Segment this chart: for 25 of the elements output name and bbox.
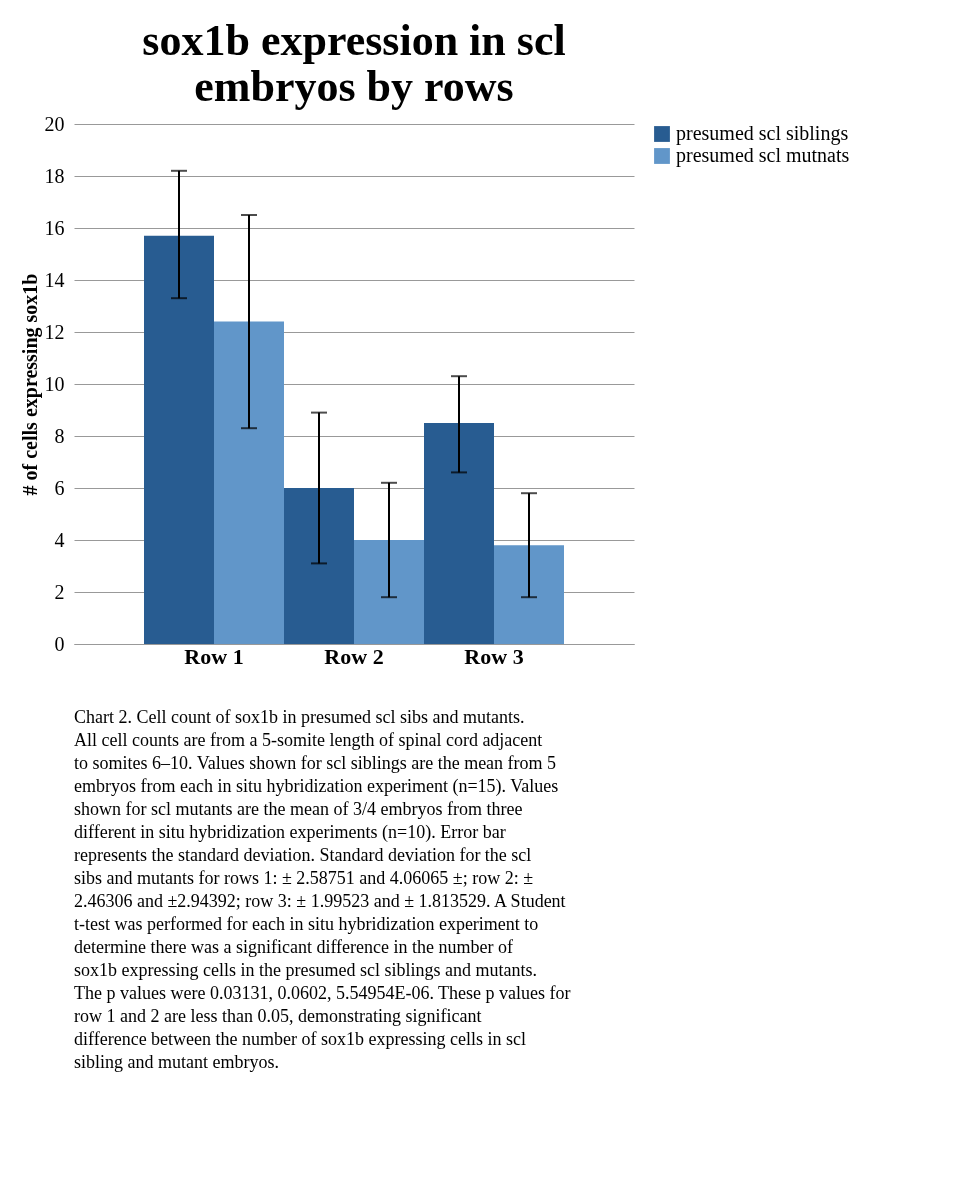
y-tick-label: 2 xyxy=(54,580,65,603)
text: Chart 2. Cell count of sox1b in presumed scl sibs and mutants. All cell counts are from a 5-somite length of spinal cord adjacent to somites 6–10. Values shown for scl siblings are the mean from 5 embryos from each in situ hybridization experiment (n=15). Values shown for scl mutants are the mean of 3/4 embryos from three different in situ hybridization experiments (n=10). Error bar represents the standard deviation. Standard deviation for the scl sibs and mutants for rows 1: ± 2.58751 and 4.06065 ±; row 2: ± 2.46306 and ±2.94392; row 3: ± 1.99523 and ± 1.813529. A Student t-test was performed for each in situ hybridization experiment to determine there was a significant difference in the number of sox1b expressing cells in the presumed scl siblings and mutants. The p values were 0.03131, 0.0602, 5.54954E-06. These p values for row 1 and 2 are less than 0.05, demonstrating significant difference between the number of sox1b expressing cells in scl sibling and mutant embryos. xyxy=(74,706,571,1072)
y-tick-label: 16 xyxy=(44,216,65,239)
y-tick-label: 14 xyxy=(44,268,65,291)
y-tick-label: 12 xyxy=(44,320,65,343)
y-tick-label: 20 xyxy=(44,112,65,135)
y-tick-label: 18 xyxy=(44,164,65,187)
bar xyxy=(354,540,424,644)
y-tick-label: 10 xyxy=(44,372,65,395)
bar xyxy=(284,488,354,644)
bar xyxy=(214,321,284,644)
legend-label: presumed scl siblings xyxy=(676,122,849,145)
x-tick-label: Row 1 xyxy=(184,643,244,669)
y-tick-label: 6 xyxy=(54,476,65,499)
bar xyxy=(144,235,214,644)
chart-title: sox1b expression in scl embryos by rows xyxy=(142,16,566,111)
y-tick-label: 0 xyxy=(54,632,65,655)
y-tick-label: 8 xyxy=(54,424,65,447)
legend-label: presumed scl mutnats xyxy=(676,144,850,167)
x-tick-label: Row 3 xyxy=(464,643,524,669)
x-tick-label: Row 2 xyxy=(324,643,384,669)
bar xyxy=(494,545,564,644)
y-axis-title: # of cells expressing sox1b xyxy=(18,273,42,496)
y-tick-label: 4 xyxy=(54,528,65,551)
bar xyxy=(424,423,494,644)
